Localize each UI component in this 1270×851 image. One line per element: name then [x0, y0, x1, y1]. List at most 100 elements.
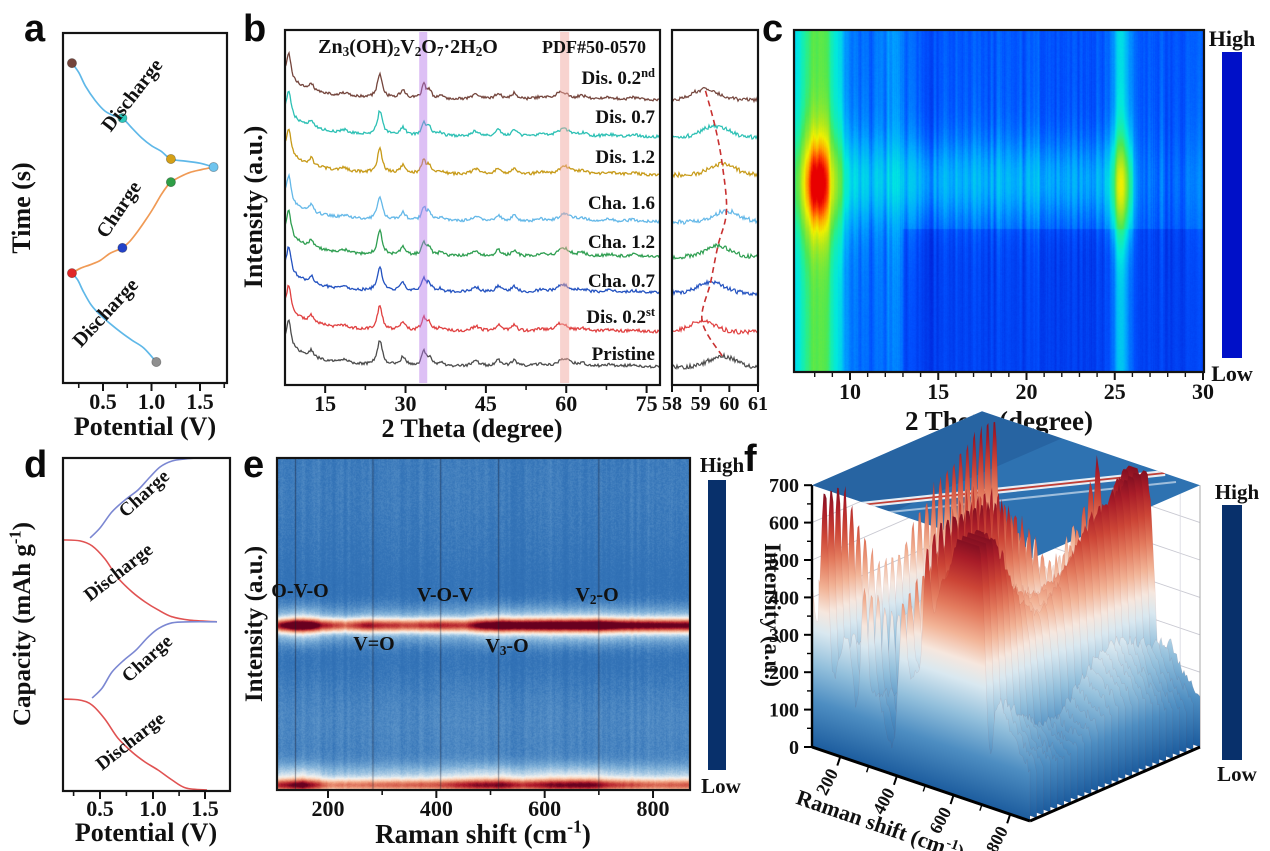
waterfall-slice [886, 496, 1105, 789]
curve-charge-2 [91, 620, 218, 699]
b-trace-label: Dis. 0.2st [586, 305, 656, 328]
waterfall-slice [934, 470, 1153, 768]
xrd-inset-trace [672, 161, 758, 179]
xrd-inset-trace [672, 207, 758, 225]
e-colorbar-low: Low [701, 774, 742, 798]
waterfall-slice [852, 510, 1071, 804]
f-xlabel: Raman shift (cm-1) [793, 784, 968, 851]
f-zlabel: Intensity (a.u.) [760, 543, 785, 687]
xrd-inset-trace [672, 242, 758, 260]
colorbar-rdbu-e [708, 480, 726, 770]
f-colorbar-high: High [1215, 480, 1260, 504]
curve-discharge-1 [62, 539, 218, 623]
soc-marker [208, 162, 219, 173]
f-xtick: 600 [925, 804, 955, 837]
d-curve-label: Charge [118, 631, 177, 687]
waterfall-slice [893, 492, 1112, 786]
a-curve-label: Discharge [97, 55, 167, 136]
xrd-trace [285, 172, 660, 224]
soc-marker [66, 58, 77, 69]
b-inset-xtick: 58 [662, 393, 682, 415]
f-ztick: 200 [769, 662, 799, 684]
b-xtick: 15 [314, 391, 336, 416]
xrd-trace [285, 90, 660, 139]
waterfall-slice [927, 476, 1146, 771]
waterfall-slice [981, 421, 1201, 748]
xrd-inset-trace [672, 86, 758, 104]
xrd-inset-trace [672, 317, 758, 336]
b-ylabel: Intensity (a.u.) [239, 126, 268, 289]
xrd-inset-trace [672, 122, 758, 140]
waterfall-slice [832, 486, 1051, 813]
soc-marker [66, 268, 77, 279]
panel-letter-a: a [24, 8, 46, 50]
waterfall-slice [811, 493, 1031, 822]
b-trace-label: Dis. 1.2 [595, 147, 655, 168]
e-xtick: 800 [637, 796, 670, 821]
b-xtick: 30 [395, 391, 417, 416]
panel-letter-b: b [243, 8, 267, 50]
c-xtick: 25 [1104, 379, 1126, 404]
soc-marker [117, 113, 128, 124]
curve-charge-1 [89, 457, 218, 539]
b-trace-label: Dis. 0.2nd [581, 66, 655, 89]
waterfall-slice [879, 501, 1099, 792]
e-colorbar-high: High [700, 453, 745, 477]
b-trace-label: Cha. 1.6 [588, 193, 655, 214]
panel-letter-e: e [243, 444, 265, 486]
f-ztick: 300 [769, 625, 799, 647]
b-inset-xtick: 61 [748, 393, 768, 415]
highlight-band [560, 32, 570, 383]
curve-discharge-bottom [71, 272, 157, 363]
f-ztick: 700 [769, 475, 799, 497]
b-xtick: 45 [475, 391, 497, 416]
xrd-trace [285, 246, 660, 295]
c-colorbar-high: High [1209, 26, 1255, 51]
soc-marker [151, 356, 162, 367]
waterfall-slice [961, 431, 1180, 757]
b-inset-xtick: 60 [719, 393, 739, 415]
b-xtick: 75 [636, 391, 658, 416]
waterfall-slice [941, 463, 1160, 766]
e-xlabel: Raman shift (cm-1) [375, 817, 591, 849]
a-xtick: 1.5 [186, 389, 214, 414]
e-xtick: 200 [312, 796, 345, 821]
d-xtick: 1.0 [139, 796, 167, 821]
panel-b: 15 30 45 60 75 2 Theta (degree) Intensity (a.u… [239, 28, 768, 443]
xrd-trace [285, 50, 660, 102]
xrd-contour-heatmap [794, 30, 1204, 372]
d-ylabel: Capacity (mAh g-1) [6, 522, 37, 726]
f-xtick: 800 [982, 823, 1012, 851]
xrd-trace [285, 318, 660, 369]
f-ztick: 100 [769, 700, 799, 722]
colorbar-rdbu-f [1222, 505, 1242, 760]
d-curve-label: Charge [115, 466, 174, 522]
panel-letter-d: d [24, 444, 48, 486]
panel-letter-c: c [762, 8, 784, 50]
waterfall-slice [873, 501, 1092, 795]
c-xlabel: 2 Theta (degree) [905, 406, 1093, 436]
b-reference-label: PDF#50-0570 [542, 37, 646, 57]
b-inset-xtick: 59 [691, 393, 711, 415]
xrd-trace [285, 209, 660, 259]
xrd-trace [285, 128, 660, 177]
colorbar-jet [1222, 52, 1242, 358]
b-xtick: 60 [555, 391, 577, 416]
curve-charge [71, 166, 214, 274]
curve-discharge-2 [62, 698, 208, 791]
panel-letter-f: f [744, 438, 757, 480]
a-ylabel: Time (s) [7, 162, 36, 253]
f-ztick: 400 [769, 587, 799, 609]
waterfall-slice [954, 444, 1173, 760]
a-curve-label: Charge [92, 177, 146, 242]
d-curve-label: Discharge [92, 708, 169, 775]
f-ztick: 0 [789, 737, 799, 759]
a-curve-label: Discharge [68, 274, 143, 352]
c-xtick: 20 [1016, 379, 1038, 404]
d-xlabel: Potential (V) [75, 818, 217, 847]
soc-marker [165, 177, 176, 188]
waterfall-slice [818, 490, 1037, 819]
highlight-band [419, 32, 428, 383]
